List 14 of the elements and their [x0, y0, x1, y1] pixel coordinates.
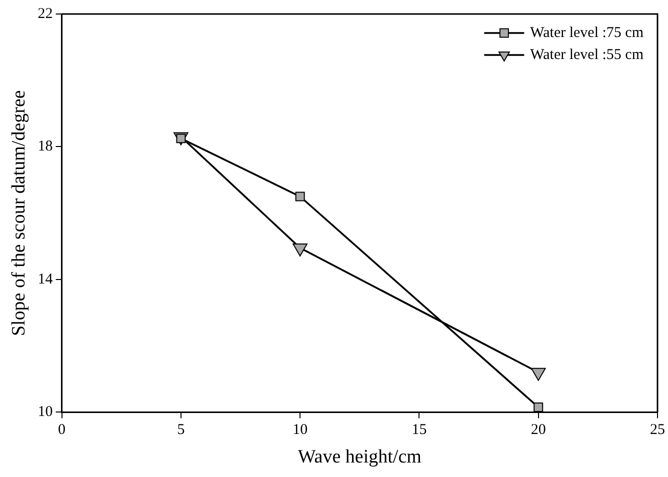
y-tick-label: 14	[38, 271, 54, 288]
y-axis-title: Slope of the scour datum/degree	[8, 90, 30, 336]
legend-label: Water level :75 cm	[530, 24, 644, 41]
x-tick-label: 5	[177, 422, 185, 438]
y-tick-label: 10	[38, 404, 53, 420]
x-tick-label: 0	[58, 422, 66, 438]
x-axis-title: Wave height/cm	[298, 446, 422, 468]
legend-label: Water level :55 cm	[530, 46, 644, 63]
x-tick-label: 20	[530, 422, 546, 438]
y-tick-label: 18	[38, 138, 53, 155]
x-tick-label: 25	[650, 422, 665, 438]
x-tick-label: 15	[412, 422, 427, 438]
y-tick-label: 22	[38, 6, 53, 22]
x-tick-label: 10	[292, 422, 308, 438]
